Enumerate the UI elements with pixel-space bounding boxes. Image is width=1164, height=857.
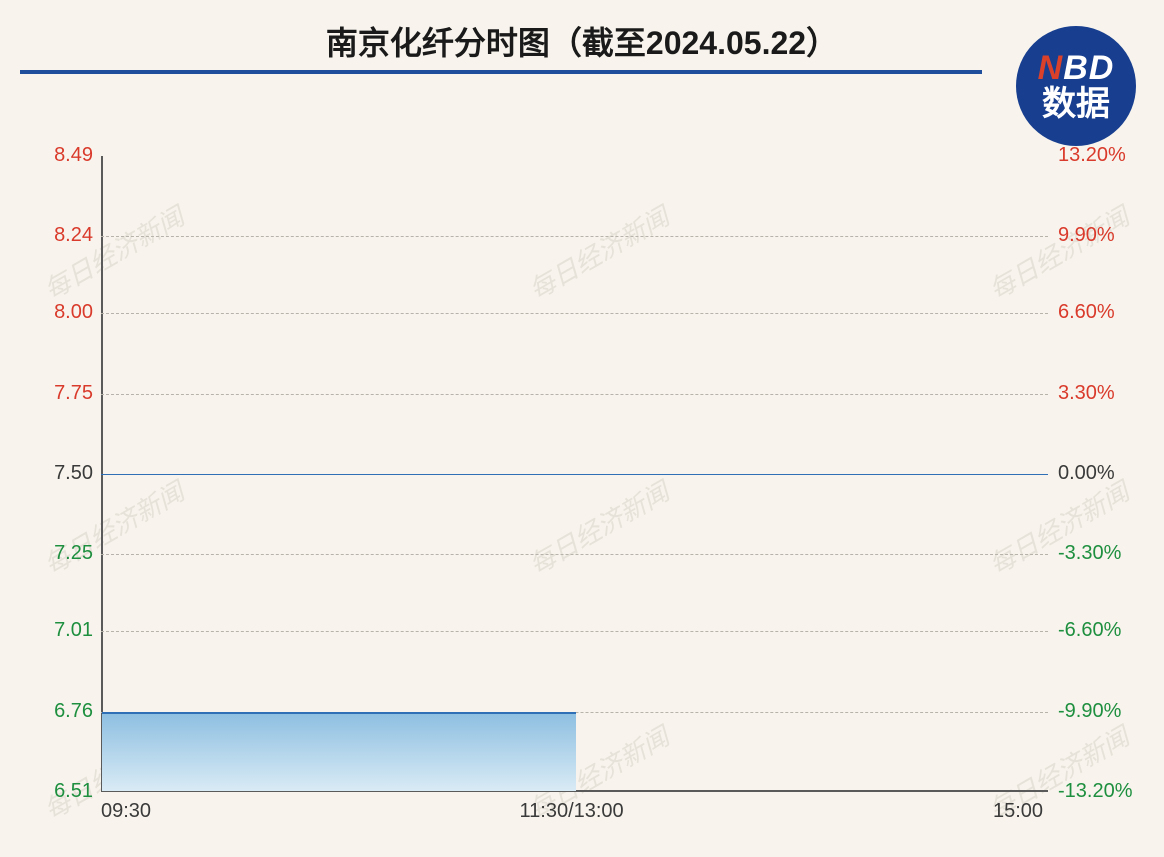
y-right-tick: -3.30% bbox=[1058, 542, 1148, 565]
y-left-tick: 8.49 bbox=[33, 144, 93, 167]
y-right-tick: -9.90% bbox=[1058, 700, 1148, 723]
x-label-open: 09:30 bbox=[101, 800, 151, 823]
gridline bbox=[101, 236, 1048, 237]
page-root: 南京化纤分时图（截至2024.05.22） NBD 数据 每日经济新闻每日经济新… bbox=[0, 0, 1164, 857]
gridline bbox=[101, 554, 1048, 555]
gridline bbox=[101, 313, 1048, 314]
y-left-tick: 6.51 bbox=[33, 780, 93, 803]
y-left-tick: 8.24 bbox=[33, 224, 93, 247]
x-label-mid: 11:30/13:00 bbox=[520, 800, 624, 823]
y-left-tick: 7.01 bbox=[33, 619, 93, 642]
y-right-tick: 0.00% bbox=[1058, 462, 1148, 485]
y-right-tick: -6.60% bbox=[1058, 619, 1148, 642]
zero-line bbox=[101, 474, 1048, 475]
y-left-tick: 7.75 bbox=[33, 382, 93, 405]
y-left-tick: 7.25 bbox=[33, 542, 93, 565]
price-area bbox=[102, 712, 576, 791]
y-right-tick: 13.20% bbox=[1058, 144, 1148, 167]
gridline bbox=[101, 394, 1048, 395]
gridline bbox=[101, 631, 1048, 632]
y-right-tick: 6.60% bbox=[1058, 301, 1148, 324]
y-left-tick: 8.00 bbox=[33, 301, 93, 324]
x-label-close: 15:00 bbox=[993, 800, 1043, 823]
y-right-tick: -13.20% bbox=[1058, 780, 1148, 803]
y-right-tick: 3.30% bbox=[1058, 382, 1148, 405]
y-left-tick: 7.50 bbox=[33, 462, 93, 485]
y-right-tick: 9.90% bbox=[1058, 224, 1148, 247]
y-left-tick: 6.76 bbox=[33, 700, 93, 723]
intraday-chart: 每日经济新闻每日经济新闻每日经济新闻每日经济新闻每日经济新闻每日经济新闻每日经济… bbox=[0, 0, 1164, 857]
